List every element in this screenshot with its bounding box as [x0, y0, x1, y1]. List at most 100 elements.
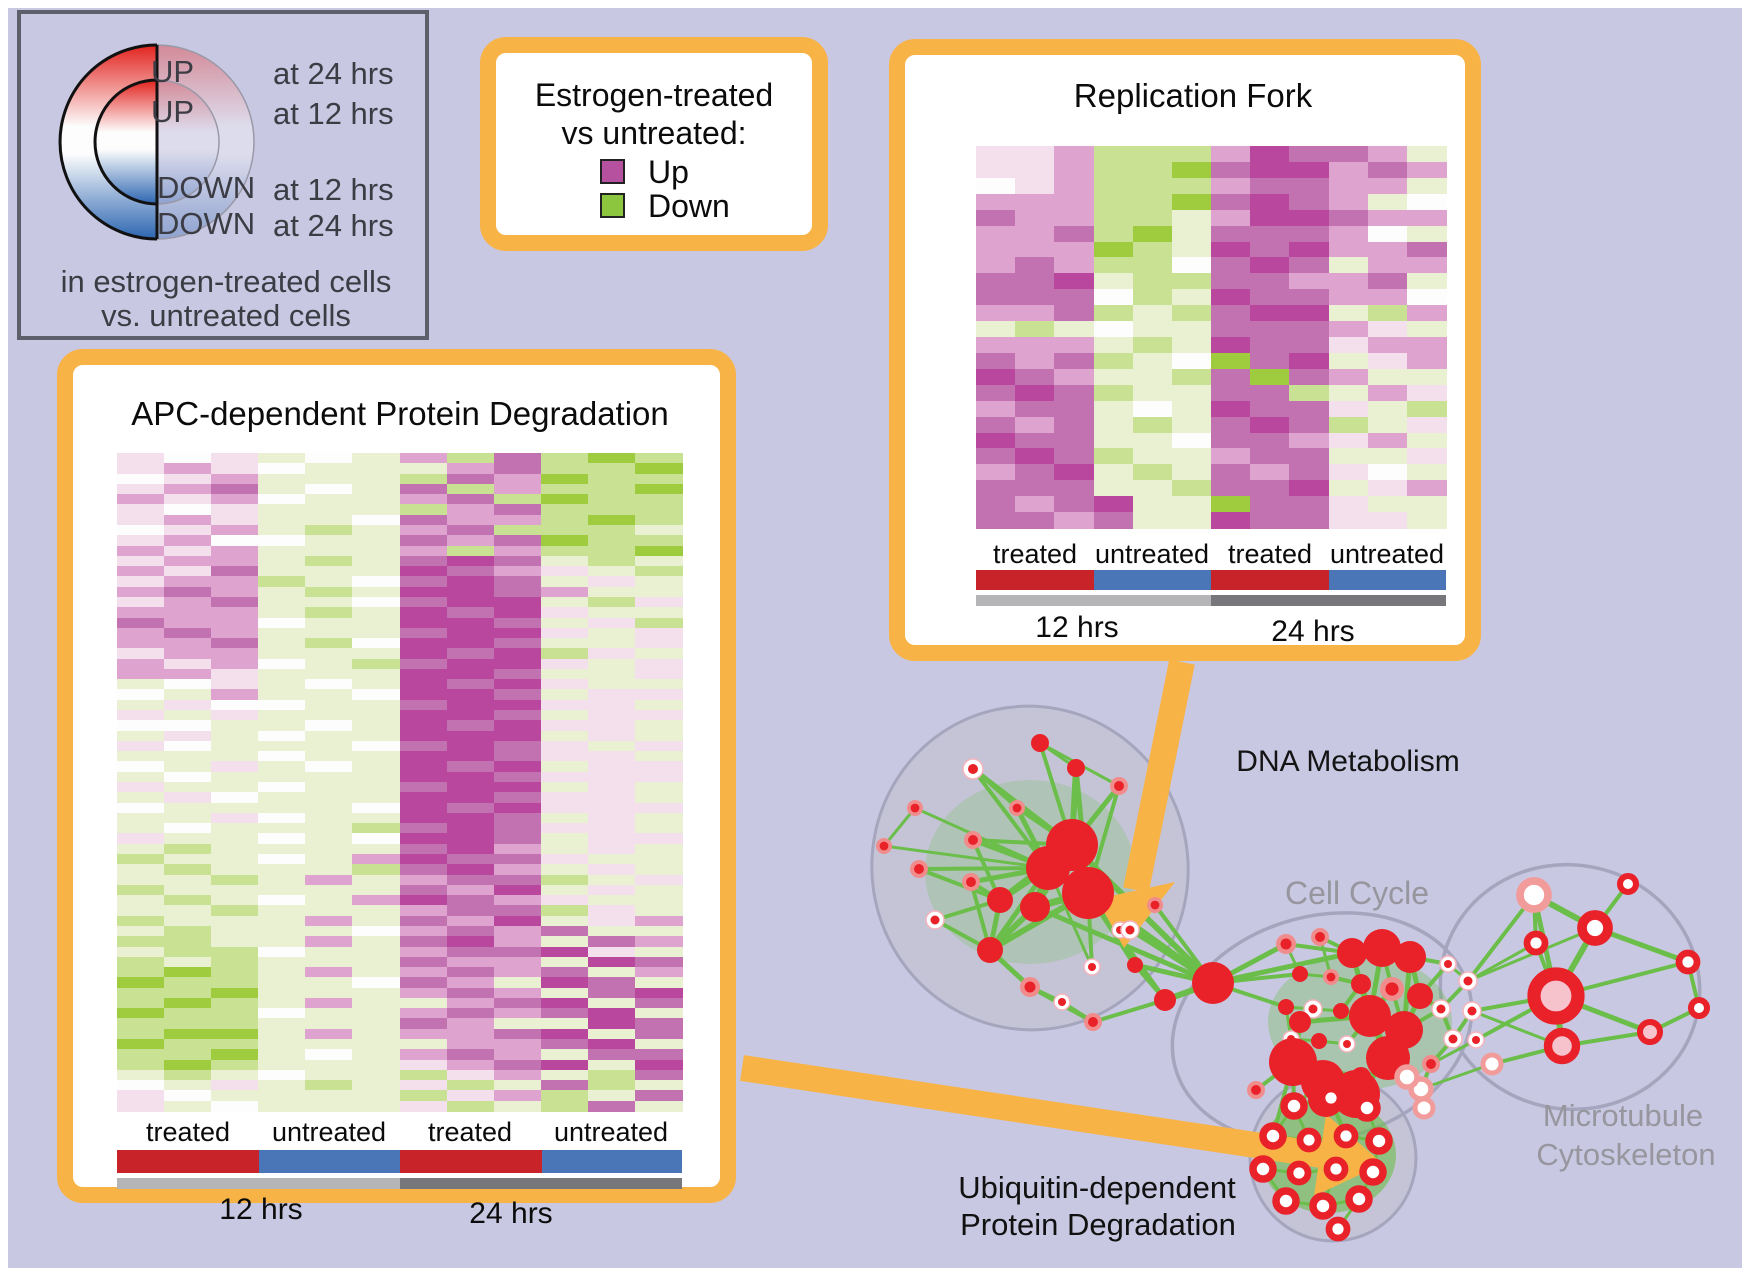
heatmap-cell — [540, 710, 589, 721]
heatmap-cell — [634, 925, 683, 937]
heatmap-cell — [1367, 161, 1408, 179]
heatmap-cell — [493, 833, 542, 845]
heatmap-cell — [305, 545, 353, 557]
heatmap-cell — [634, 679, 683, 691]
heatmap-cell — [211, 1018, 259, 1030]
heatmap-cell — [1367, 289, 1408, 306]
heatmap-cell — [1132, 400, 1173, 418]
heatmap-cell — [117, 648, 165, 660]
heatmap-cell — [211, 782, 259, 793]
legend-at-24b: at 24 hrs — [273, 208, 394, 243]
estrogen-title-2: vs untreated: — [561, 115, 747, 151]
heatmap-cell — [540, 843, 589, 855]
heatmap-cell — [540, 514, 589, 526]
heatmap-cell — [493, 566, 542, 577]
heatmap-cell — [117, 576, 165, 588]
heatmap-cell — [493, 1018, 542, 1030]
heatmap-cell — [352, 617, 401, 629]
heatmap-cell — [258, 833, 306, 845]
heatmap-cell — [352, 936, 401, 948]
heatmap-cell — [211, 710, 259, 721]
heatmap-cell — [1328, 464, 1369, 481]
heatmap-cell — [587, 936, 636, 948]
apc-panel: APC-dependent Protein Degradation treate… — [57, 349, 736, 1230]
heatmap-cell — [1211, 257, 1251, 274]
heatmap-cell — [117, 545, 165, 557]
heatmap-cell — [587, 884, 636, 896]
heatmap-cell — [399, 494, 448, 505]
heatmap-cell — [1211, 193, 1251, 211]
heatmap-cell — [399, 823, 448, 834]
heatmap-cell — [1250, 496, 1290, 513]
heatmap-cell — [634, 771, 683, 783]
heatmap-cell — [305, 1028, 353, 1040]
heatmap-cell — [399, 956, 448, 968]
heatmap-cell — [164, 956, 212, 968]
heatmap-cell — [634, 740, 683, 752]
heatmap-cell — [258, 699, 306, 711]
heatmap-cell — [1250, 177, 1290, 195]
heatmap-cell — [399, 638, 448, 649]
heatmap-cell — [305, 751, 353, 763]
heatmap-cell — [1328, 193, 1369, 211]
heatmap-cell — [1054, 384, 1095, 402]
heatmap-cell — [117, 740, 165, 752]
heatmap-cell — [1367, 384, 1408, 402]
heatmap-cell — [976, 384, 1016, 402]
heatmap-cell — [634, 689, 683, 701]
heatmap-cell — [540, 895, 589, 906]
heatmap-cell — [540, 483, 589, 495]
heatmap-cell — [305, 1018, 353, 1030]
heatmap-cell — [446, 483, 495, 495]
heatmap-cell — [634, 627, 683, 639]
heatmap-cell — [540, 689, 589, 701]
heatmap-cell — [540, 504, 589, 516]
heatmap-cell — [446, 514, 495, 526]
heatmap-cell — [258, 853, 306, 865]
heatmap-cell — [1250, 273, 1290, 290]
heatmap-cell — [399, 751, 448, 763]
heatmap-cell — [211, 463, 259, 475]
heatmap-cell — [634, 648, 683, 660]
heatmap-cell — [211, 689, 259, 701]
heatmap-cell — [587, 617, 636, 629]
rf-12hrs-label: 12 hrs — [1035, 611, 1119, 644]
heatmap-cell — [399, 596, 448, 608]
heatmap-cell — [634, 617, 683, 629]
heatmap-cell — [1328, 368, 1369, 386]
heatmap-cell — [211, 792, 259, 804]
heatmap-cell — [587, 1008, 636, 1020]
heatmap-cell — [493, 915, 542, 927]
heatmap-cell — [540, 545, 589, 557]
heatmap-cell — [164, 967, 212, 978]
heatmap-cell — [1289, 464, 1330, 481]
heatmap-cell — [1015, 241, 1055, 259]
heatmap-cell — [1171, 464, 1212, 481]
heatmap-cell — [634, 535, 683, 547]
heatmap-cell — [1211, 352, 1251, 370]
heatmap-cell — [1406, 496, 1447, 513]
heatmap-cell — [634, 1049, 683, 1061]
heatmap-cell — [352, 925, 401, 937]
heatmap-cell — [1171, 257, 1212, 274]
heatmap-cell — [164, 782, 212, 793]
heatmap-cell — [258, 812, 306, 824]
rf-group-label-4: untreated — [1329, 539, 1445, 569]
heatmap-cell — [493, 689, 542, 701]
heatmap-cell — [540, 627, 589, 639]
heatmap-cell — [1211, 209, 1251, 227]
heatmap-cell — [1171, 305, 1212, 322]
heatmap-cell — [1015, 352, 1055, 370]
heatmap-cell — [634, 710, 683, 721]
heatmap-cell — [1171, 177, 1212, 195]
heatmap-cell — [540, 638, 589, 649]
heatmap-cell — [117, 864, 165, 876]
heatmap-cell — [258, 761, 306, 773]
heatmap-cell — [1328, 416, 1369, 434]
heatmap-cell — [446, 1069, 495, 1081]
heatmap-cell — [634, 699, 683, 711]
heatmap-cell — [587, 915, 636, 927]
heatmap-cell — [1093, 225, 1134, 243]
heatmap-cell — [540, 535, 589, 547]
heatmap-cell — [399, 946, 448, 958]
